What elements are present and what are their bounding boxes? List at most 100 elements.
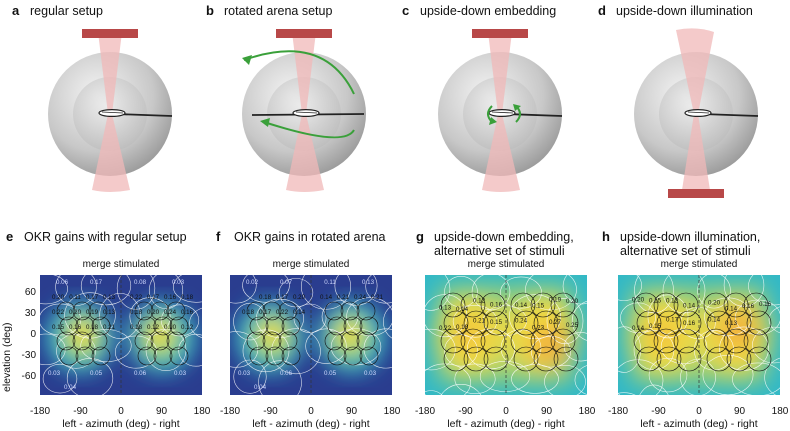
gain-label: 0.14	[293, 309, 306, 316]
gain-label: 0.16	[742, 303, 755, 310]
x-tick-label: 180	[771, 406, 789, 417]
x-tick-label: 90	[345, 406, 358, 417]
gain-labels: 0.06 0.17 0.08 0.03 0.20 0.11 0.17 0.13 0.22 0.17…	[48, 279, 194, 391]
light-cone-bottom	[286, 114, 324, 192]
lamp-bottom	[668, 189, 724, 198]
gain-label: 0.17	[90, 279, 103, 286]
panel-title: upside-down illumination,	[620, 230, 761, 244]
gain-label: 0.19	[86, 309, 99, 316]
y-tick-label: 30	[24, 308, 36, 319]
x-axis-label: left - azimuth (deg) - right	[252, 418, 370, 430]
gain-label: 0.18	[86, 324, 99, 331]
gain-label: 0.16	[181, 309, 194, 316]
gain-label: 0.22	[276, 309, 289, 316]
gain-label: 0.12	[147, 324, 160, 331]
panel-letter: g	[416, 229, 424, 244]
light-cone-bottom	[92, 114, 130, 192]
light-cone-bottom	[682, 114, 710, 190]
panel-title: OKR gains in rotated arena	[234, 230, 386, 244]
gain-label: 0.15	[490, 319, 503, 326]
panel-title: rotated arena setup	[224, 4, 333, 18]
gain-label: 0.22	[52, 309, 65, 316]
gain-label: 0.21	[337, 294, 350, 301]
gain-label: 0.13	[725, 320, 738, 327]
gain-label: 0.15	[532, 303, 545, 310]
larva-fish	[684, 108, 759, 117]
gain-label: 0.21	[103, 324, 116, 331]
gain-label: 0.03	[172, 279, 185, 286]
rotation-arrow	[243, 50, 355, 95]
y-tick-label: 0	[30, 329, 36, 340]
x-tick-label: 0	[503, 406, 509, 417]
panel-letter: c	[402, 3, 410, 18]
gain-labels: 0.13 0.14 0.12 0.16 0.14 0.15 0.19 0.20 0.22 0.18…	[439, 297, 579, 332]
gain-label: 0.24	[515, 318, 528, 325]
x-tick-label: -90	[263, 406, 278, 417]
lamp-top	[472, 29, 528, 38]
x-axis-label: left - azimuth (deg) - right	[640, 418, 758, 430]
light-cone-top	[676, 28, 714, 114]
x-tick-label: -90	[458, 406, 473, 417]
gain-label: 0.15	[649, 323, 662, 330]
gain-label: 0.23	[532, 324, 545, 331]
gain-label: 0.12	[666, 297, 679, 304]
gain-label: 0.17	[276, 294, 289, 301]
panel-letter: h	[602, 229, 610, 244]
stimulus-outlines	[246, 301, 379, 366]
stimulus-outlines	[633, 292, 772, 372]
gain-labels: 0.02 0.07 0.11 0.13 0.18 0.17 0.20 0.14 0.21 0.24…	[238, 279, 384, 391]
gain-label: 0.18	[181, 294, 194, 301]
panel-title: upside-down embedding	[420, 4, 557, 18]
x-tick-label: 90	[540, 406, 553, 417]
y-axis-label: elevation (deg)	[1, 322, 13, 392]
gain-label: 0.21	[473, 317, 486, 324]
gain-label: 0.17	[259, 309, 272, 316]
gain-label: 0.03	[174, 370, 187, 377]
gain-label: 0.12	[181, 324, 194, 331]
arena-diagram	[48, 29, 173, 192]
map-title: merge stimulated	[660, 259, 738, 270]
gain-label: 0.10	[164, 324, 177, 331]
arrow-head	[489, 117, 497, 125]
gain-label: 0.13	[362, 279, 375, 286]
gain-label: 0.18	[130, 309, 143, 316]
gain-label: 0.12	[473, 298, 486, 305]
x-tick-label: -180	[219, 406, 240, 417]
gain-label: 0.20	[69, 309, 82, 316]
y-tick-label: -60	[21, 371, 36, 382]
panel-title: regular setup	[30, 4, 103, 18]
gain-label: 0.20	[52, 294, 65, 301]
gain-labels: 0.20 0.15 0.12 0.14 0.20 0.14 0.16 0.16 0.14 0.15…	[632, 296, 772, 332]
panel-title: upside-down illumination	[616, 4, 753, 18]
gain-label: 0.06	[134, 370, 147, 377]
gain-heatmap: 0.02 0.07 0.11 0.13 0.18 0.17 0.20 0.14 0.21 0.24…	[230, 275, 392, 395]
gain-label: 0.22	[439, 325, 452, 332]
arrow-head	[513, 104, 521, 111]
gain-label: 0.16	[490, 302, 503, 309]
gain-label: 0.24	[164, 309, 177, 316]
x-axis-label: left - azimuth (deg) - right	[62, 418, 180, 430]
panel-title-line2: alternative set of stimuli	[620, 244, 751, 258]
x-tick-label: 0	[696, 406, 702, 417]
gain-label: 0.18	[259, 294, 272, 301]
x-tick-label: 90	[733, 406, 746, 417]
x-tick-label: 180	[578, 406, 596, 417]
gain-label: 0.04	[254, 384, 267, 391]
gain-heatmap: 0.06 0.17 0.08 0.03 0.20 0.11 0.17 0.13 0.22 0.17…	[40, 275, 202, 395]
gain-label: 0.21	[371, 294, 384, 301]
gain-label: 0.13	[103, 294, 116, 301]
larva-fish	[488, 108, 563, 117]
gain-label: 0.18	[130, 324, 143, 331]
gain-label: 0.24	[354, 294, 367, 301]
x-tick-label: 180	[383, 406, 401, 417]
panel-title: upside-down embedding,	[434, 230, 574, 244]
gain-label: 0.14	[515, 302, 528, 309]
light-cone-top	[98, 32, 122, 114]
gain-label: 0.07	[280, 279, 293, 286]
arrow-head	[242, 55, 252, 65]
gain-label: 0.06	[56, 279, 69, 286]
arena-diagram	[634, 28, 759, 198]
light-cone-bottom	[482, 114, 520, 192]
x-tick-label: 0	[308, 406, 314, 417]
gain-label: 0.14	[725, 306, 738, 313]
